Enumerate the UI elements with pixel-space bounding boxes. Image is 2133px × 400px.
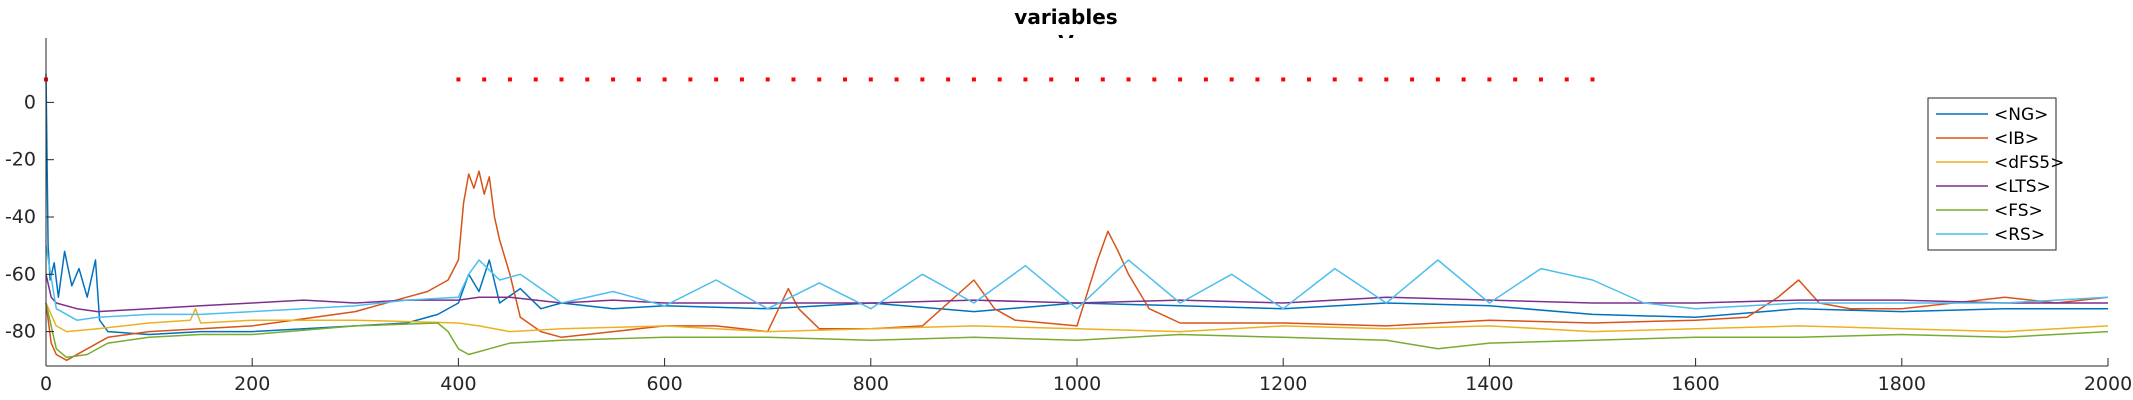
stimulus-marker xyxy=(1513,77,1518,82)
stimulus-marker xyxy=(1178,77,1183,82)
x-tick-label: 800 xyxy=(853,373,889,395)
y-tick-label: -60 xyxy=(5,263,36,285)
x-tick-label: 600 xyxy=(646,373,682,395)
stimulus-marker xyxy=(533,77,538,82)
stimulus-marker xyxy=(1075,77,1079,82)
x-tick-label: 1000 xyxy=(1053,373,1101,395)
series-line-5 xyxy=(45,245,2109,321)
stimulus-marker xyxy=(1435,77,1440,82)
legend-label: <RS> xyxy=(1994,225,2045,245)
stimulus-marker xyxy=(868,77,873,82)
series-layer xyxy=(45,73,2109,362)
x-tick-label: 400 xyxy=(440,373,476,395)
x-tick-label: 200 xyxy=(234,373,270,395)
stimulus-marker xyxy=(1100,77,1105,82)
stimulus-marker xyxy=(1126,77,1131,82)
stimulus-marker xyxy=(1332,77,1337,82)
y-tick-label: 0 xyxy=(24,91,36,113)
stimulus-marker xyxy=(1229,77,1234,82)
stimulus-marker xyxy=(1306,77,1311,82)
legend-box xyxy=(1927,97,2057,251)
y-tick-label: -80 xyxy=(5,321,36,343)
stimulus-marker xyxy=(1487,77,1492,82)
stimulus-marker xyxy=(714,77,719,82)
stimulus-marker xyxy=(1281,77,1286,82)
stimulus-marker xyxy=(662,77,667,82)
stimulus-marker xyxy=(1564,77,1569,82)
x-tick-label: 1600 xyxy=(1671,373,1719,395)
stimulus-marker xyxy=(971,77,976,82)
series-line-1 xyxy=(45,170,2109,362)
x-tick-label: 1400 xyxy=(1465,373,1513,395)
stimulus-marker xyxy=(739,77,744,82)
legend-label: <IB> xyxy=(1994,129,2039,149)
x-tick-label: 2000 xyxy=(2084,373,2132,395)
stimulus-marker xyxy=(456,77,461,82)
stimulus-marker-layer xyxy=(44,77,1595,82)
y-tick-label: -20 xyxy=(5,149,36,171)
stimulus-marker xyxy=(507,77,512,82)
x-tick-label: 1200 xyxy=(1259,373,1307,395)
x-tick-label: 1800 xyxy=(1878,373,1926,395)
legend-label: <dFS5> xyxy=(1994,153,2064,173)
legend-label: <NG> xyxy=(1994,105,2048,125)
stimulus-marker xyxy=(894,77,899,82)
stimulus-marker xyxy=(1152,77,1157,82)
stimulus-marker xyxy=(1255,77,1260,82)
stimulus-marker xyxy=(611,77,616,82)
stimulus-marker xyxy=(1358,77,1363,82)
legend-label: <LTS> xyxy=(1994,177,2051,197)
stimulus-marker xyxy=(817,77,822,82)
stimulus-marker xyxy=(791,77,796,82)
stimulus-marker xyxy=(636,77,641,82)
stimulus-marker xyxy=(585,77,590,82)
plot-background xyxy=(46,38,2108,366)
stimulus-marker xyxy=(920,77,925,82)
stimulus-marker xyxy=(946,77,951,82)
y-tick-label: -40 xyxy=(5,206,36,228)
stimulus-marker xyxy=(1538,77,1543,82)
series-line-4 xyxy=(45,302,2109,359)
stimulus-marker xyxy=(997,77,1002,82)
stimulus-marker xyxy=(559,77,564,82)
stimulus-marker xyxy=(1461,77,1466,82)
stimulus-marker xyxy=(1384,77,1389,82)
stimulus-marker xyxy=(1023,77,1028,82)
stimulus-marker xyxy=(1049,77,1054,82)
series-line-2 xyxy=(45,302,2109,333)
axes-layer: 0 200 400 600 800 1000 1200 1400 1600 1800 2000 0 -2… xyxy=(5,38,2132,395)
legend-label: <FS> xyxy=(1994,201,2043,221)
stimulus-marker xyxy=(688,77,693,82)
stimulus-marker xyxy=(1590,77,1595,82)
stimulus-marker xyxy=(843,77,848,82)
plot-area xyxy=(46,38,2108,366)
stimulus-marker xyxy=(765,77,770,82)
stimulus-marker xyxy=(1203,77,1208,82)
stimulus-marker xyxy=(482,77,487,82)
series-line-3 xyxy=(45,274,2108,313)
x-tick-label: 0 xyxy=(40,373,52,395)
chart-title: variables xyxy=(1014,5,1117,29)
stimulus-marker xyxy=(1410,77,1415,82)
legend: <NG> <IB> <dFS5> <LTS> <FS> <RS> xyxy=(1927,97,2064,251)
